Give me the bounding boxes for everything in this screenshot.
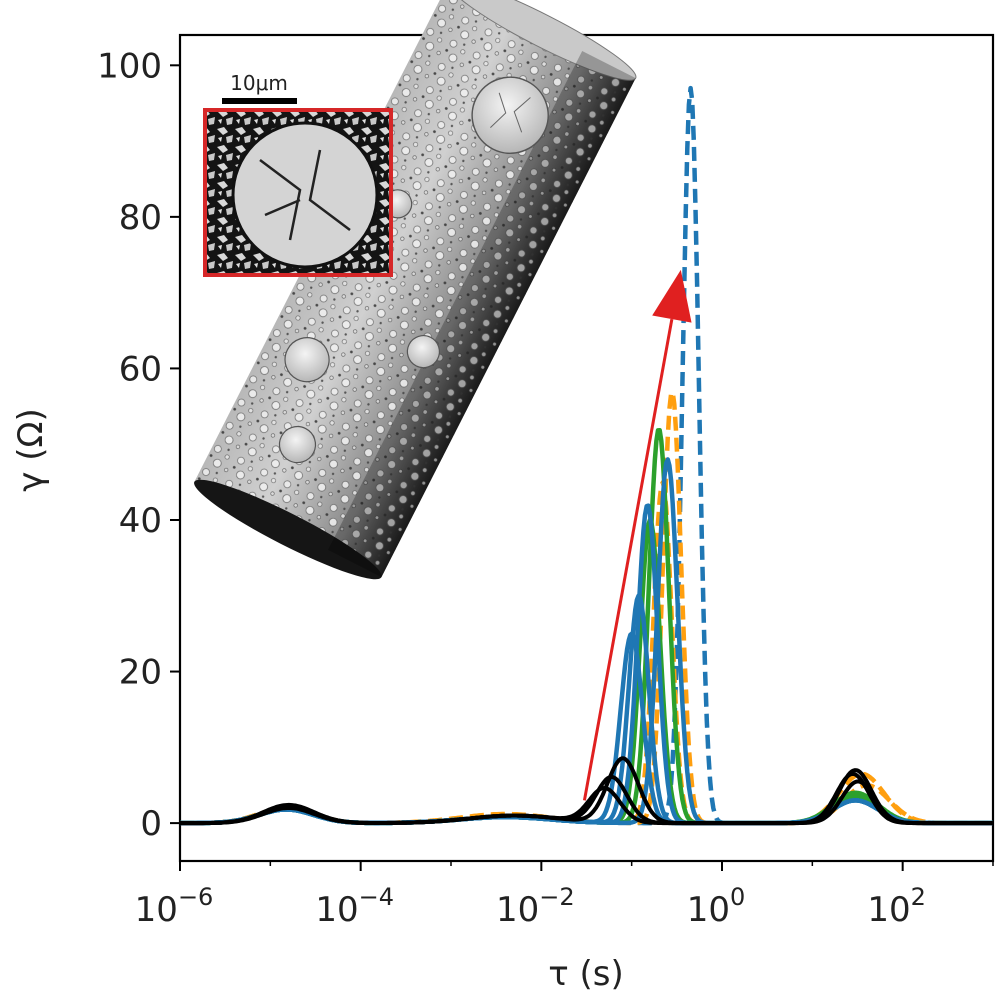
y-tick-label: 40 — [119, 501, 162, 541]
x-tick-label: 100 — [687, 883, 746, 930]
x-axis-label: τ (s) — [548, 954, 624, 994]
y-axis-label: γ (Ω) — [11, 408, 51, 491]
y-tick-label: 20 — [119, 653, 162, 693]
x-axis-ticks: 10−6 10−4 10−2 100 102 — [135, 861, 994, 930]
sem-inset — [203, 108, 393, 277]
scale-bar-label: 10μm — [230, 71, 288, 95]
series-line-11 — [180, 779, 993, 826]
electrode-sem-image — [194, 0, 637, 580]
series-layer — [180, 85, 993, 826]
y-axis-ticks: 0 20 40 60 80 100 — [97, 46, 180, 844]
x-tick-label: 10−2 — [496, 883, 575, 930]
y-tick-label: 80 — [119, 198, 162, 238]
y-tick-label: 0 — [140, 804, 162, 844]
y-tick-label: 60 — [119, 349, 162, 389]
arrow-shaft — [582, 318, 674, 801]
y-tick-label: 100 — [97, 46, 162, 86]
x-tick-label: 10−4 — [315, 883, 394, 930]
x-tick-label: 10−6 — [135, 883, 214, 930]
trend-arrow — [582, 269, 692, 801]
arrow-head — [652, 269, 692, 323]
x-tick-label: 102 — [867, 883, 926, 930]
